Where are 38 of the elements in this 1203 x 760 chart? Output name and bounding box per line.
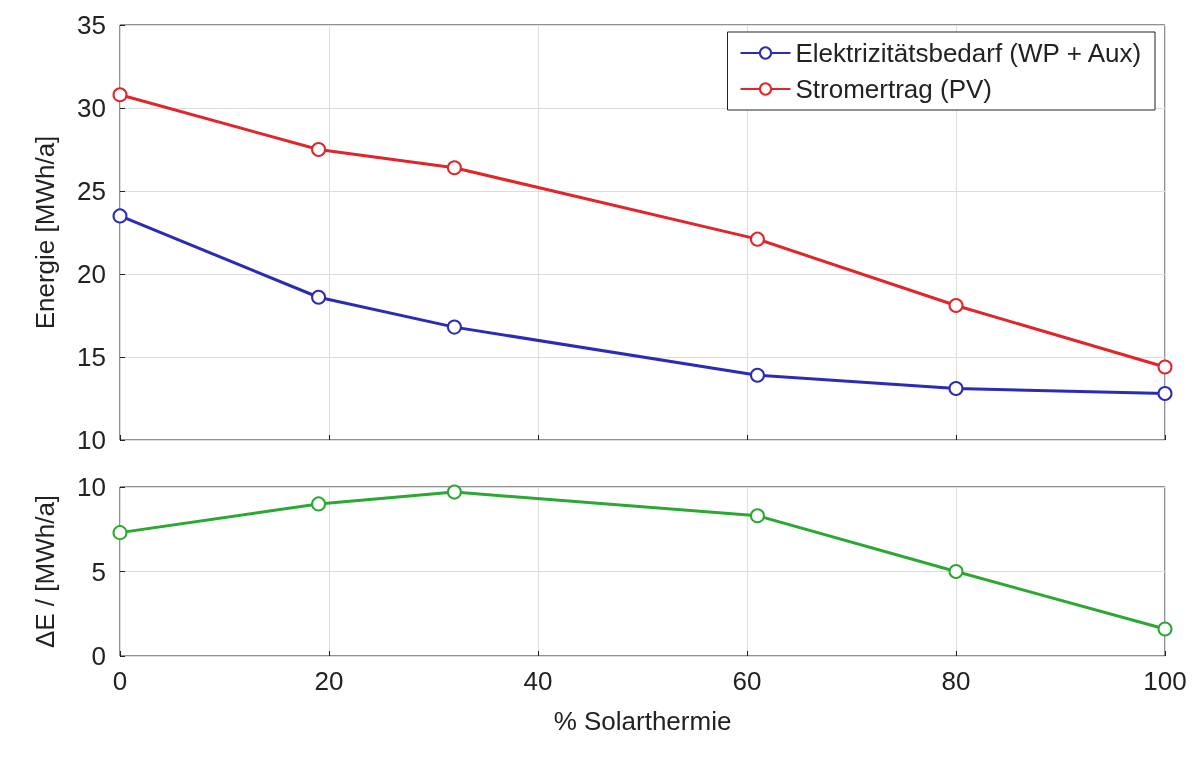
x-tick-label: 60 [732,666,762,696]
point [749,508,765,524]
point [311,496,327,512]
y-tick-label: 25 [77,176,106,206]
y-tick-label: 15 [77,342,106,372]
y-axis-title: Energie [MWh/a] [30,135,60,330]
point [446,160,462,176]
point [948,298,964,314]
x-tick-label: 80 [941,666,971,696]
point [1157,386,1173,402]
point [112,87,128,103]
point [311,289,327,305]
point [749,367,765,383]
point [1157,359,1173,375]
point [112,525,128,541]
x-tick-label: 40 [523,666,553,696]
legend-label: Stromertrag (PV) [795,74,992,104]
y-tick-label: 30 [77,93,106,123]
x-tick-label: 100 [1143,666,1187,696]
y-tick-label: 20 [77,259,106,289]
y-tick-label: 10 [77,472,106,502]
x-tick-label: 20 [314,666,344,696]
point [948,381,964,397]
y-axis-title: ΔE / [MWh/a] [30,494,60,649]
point [446,484,462,500]
y-tick-label: 10 [77,425,106,455]
point [749,231,765,247]
x-axis-title: % Solarthermie [553,706,732,736]
point [1157,621,1173,637]
legend-label: Elektrizitätsbedarf (WP + Aux) [795,38,1142,68]
point [446,319,462,335]
point [311,142,327,157]
y-tick-label: 5 [91,556,106,587]
x-tick-label: 0 [112,666,128,696]
y-tick-label: 35 [77,10,106,40]
y-tick-label: 0 [91,641,106,671]
point [948,564,964,579]
point [112,208,128,224]
